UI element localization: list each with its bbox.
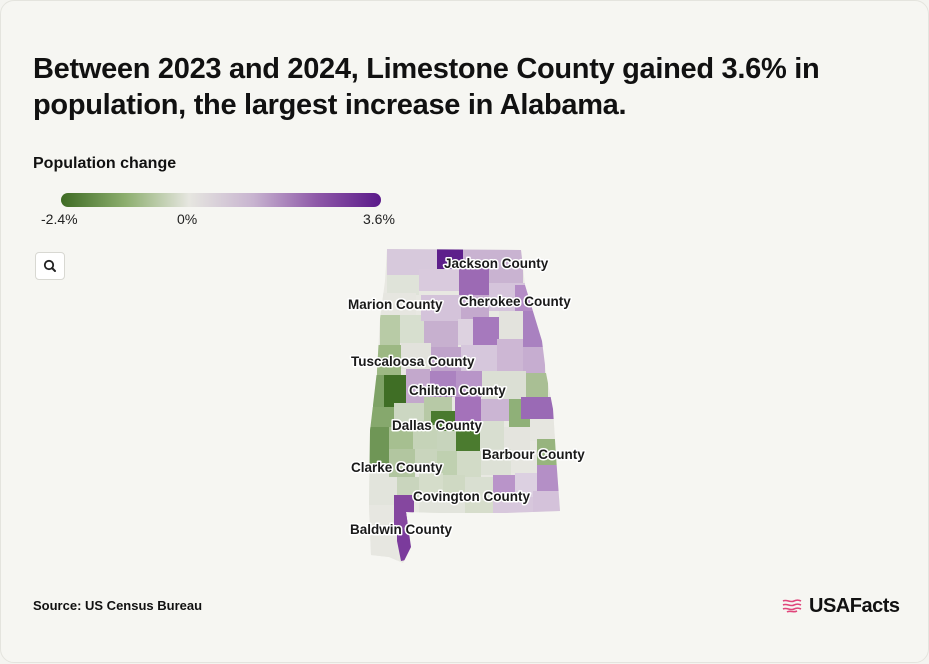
county-shape[interactable] (526, 373, 548, 397)
county-shape[interactable] (511, 451, 537, 473)
map-label-baldwin: Baldwin County (350, 522, 452, 537)
us-flag-icon (782, 599, 802, 613)
county-shape[interactable] (431, 347, 461, 371)
county-shape[interactable] (455, 397, 481, 421)
county-shape[interactable] (461, 295, 489, 319)
county-shape[interactable] (465, 501, 493, 515)
county-shape[interactable] (493, 497, 533, 515)
map-label-covington: Covington County (413, 489, 530, 504)
county-shape[interactable] (459, 267, 489, 295)
county-shape[interactable] (504, 427, 530, 451)
map-label-marion: Marion County (348, 297, 443, 312)
source-note: Source: US Census Bureau (33, 598, 203, 613)
county-shape[interactable] (480, 421, 504, 449)
county-shape[interactable] (465, 477, 493, 503)
county-shape[interactable] (443, 475, 465, 497)
map-label-tuscaloosa: Tuscaloosa County (351, 354, 475, 369)
county-shape[interactable] (384, 375, 406, 407)
brand-name: USAFacts (809, 594, 900, 617)
county-shape[interactable] (437, 431, 459, 451)
county-shape[interactable] (421, 295, 461, 321)
county-shape[interactable] (424, 321, 458, 347)
county-labels: Jackson County Marion County Cherokee Co… (347, 255, 587, 539)
county-shape[interactable] (415, 449, 437, 473)
county-shapes (367, 249, 561, 565)
county-shape[interactable] (373, 375, 387, 409)
county-shape[interactable] (400, 315, 424, 343)
zoom-button[interactable] (35, 252, 65, 280)
legend-title: Population change (33, 155, 177, 172)
county-shape[interactable] (419, 493, 465, 515)
county-shape[interactable] (481, 399, 509, 421)
map-label-cherokee: Cherokee County (459, 294, 571, 309)
county-shape[interactable] (537, 465, 559, 491)
legend-color-bar (61, 193, 381, 207)
county-shape[interactable] (456, 431, 480, 451)
county-shape[interactable] (380, 293, 416, 315)
map-label-jackson: Jackson County (444, 256, 549, 271)
county-shape[interactable] (397, 477, 419, 497)
county-shape[interactable] (419, 269, 459, 291)
brand-logo[interactable]: USAFacts (781, 593, 900, 619)
county-shape[interactable] (380, 315, 400, 345)
search-icon (43, 259, 56, 272)
county-shape[interactable] (387, 275, 419, 295)
county-shape[interactable] (499, 311, 523, 339)
headline: Between 2023 and 2024, Limestone County … (33, 53, 820, 121)
county-shape[interactable] (367, 505, 397, 565)
legend-max-label: 3.6% (363, 211, 395, 227)
county-shape[interactable] (461, 345, 497, 371)
county-shape[interactable] (457, 451, 481, 477)
county-shape[interactable] (537, 439, 559, 465)
county-shape[interactable] (521, 397, 555, 419)
map-label-barbour: Barbour County (482, 447, 585, 462)
county-shape[interactable] (523, 347, 545, 373)
county-shape[interactable] (377, 345, 401, 375)
county-shape[interactable] (413, 425, 437, 449)
county-shape[interactable] (367, 427, 389, 467)
county-shape[interactable] (515, 473, 537, 497)
county-shape[interactable] (473, 317, 499, 345)
county-shape[interactable] (497, 339, 523, 371)
map-label-chilton: Chilton County (409, 383, 506, 398)
county-shape[interactable] (437, 451, 457, 475)
county-shape[interactable] (389, 449, 415, 477)
county-shape[interactable] (394, 403, 424, 425)
map-label-dallas: Dallas County (392, 418, 483, 433)
county-shape[interactable] (533, 491, 561, 515)
map-label-clarke: Clarke County (351, 460, 443, 475)
county-shape[interactable] (430, 371, 456, 397)
legend-mid-label: 0% (177, 211, 198, 227)
county-shape[interactable] (493, 475, 515, 497)
county-shape[interactable] (481, 449, 511, 475)
county-shape[interactable] (389, 427, 413, 449)
county-shape[interactable] (530, 419, 556, 441)
county-shape[interactable] (523, 311, 545, 347)
county-shape[interactable] (419, 473, 443, 493)
legend-min-label: -2.4% (41, 211, 78, 227)
county-shape[interactable] (482, 371, 526, 399)
county-shape[interactable] (456, 371, 482, 397)
county-shape[interactable] (401, 343, 431, 369)
county-shape[interactable] (437, 249, 463, 269)
